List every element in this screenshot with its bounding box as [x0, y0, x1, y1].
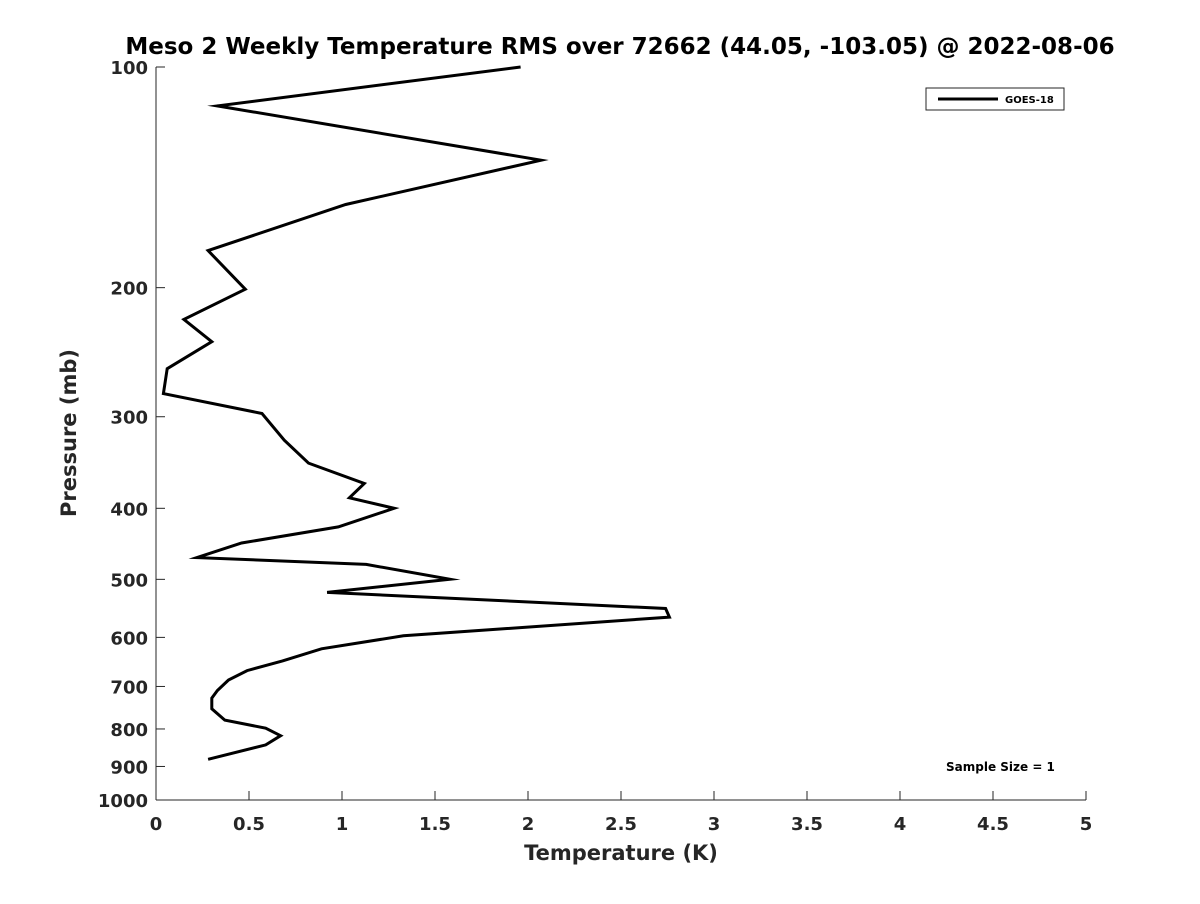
y-tick-label: 500 — [110, 570, 148, 591]
legend-label: GOES-18 — [1005, 95, 1054, 106]
y-tick-label: 300 — [110, 408, 148, 429]
x-tick-label: 0 — [150, 814, 163, 835]
x-ticks: 0 0.5 1 1.5 2 2.5 3 3.5 4 4.5 5 — [150, 791, 1093, 835]
x-tick-label: 4 — [894, 814, 907, 835]
x-tick-label: 3.5 — [791, 814, 823, 835]
axes — [155, 67, 1086, 801]
legend: GOES-18 — [925, 87, 1065, 111]
y-tick-label: 400 — [110, 499, 148, 520]
x-axis-label: Temperature (K) — [524, 841, 718, 865]
x-tick-label: 5 — [1080, 814, 1093, 835]
y-tick-label: 900 — [110, 757, 148, 778]
y-axis-label: Pressure (mb) — [57, 349, 81, 517]
chart-title: Meso 2 Weekly Temperature RMS over 72662… — [125, 34, 1114, 60]
y-tick-label: 700 — [110, 677, 148, 698]
x-tick-label: 4.5 — [977, 814, 1009, 835]
x-tick-label: 0.5 — [233, 814, 265, 835]
series-line-0 — [161, 65, 672, 761]
y-ticks: 100 200 300 400 500 600 700 800 900 1000 — [98, 58, 165, 812]
x-tick-label: 3 — [708, 814, 721, 835]
series-layer — [161, 65, 672, 761]
x-tick-label: 1 — [336, 814, 349, 835]
x-tick-label: 2 — [522, 814, 535, 835]
x-tick-label: 1.5 — [419, 814, 451, 835]
y-tick-label: 1000 — [98, 791, 148, 812]
y-tick-label: 100 — [110, 58, 148, 79]
y-tick-label: 600 — [110, 628, 148, 649]
sample-size-annotation: Sample Size = 1 — [946, 760, 1055, 774]
y-tick-label: 200 — [110, 279, 148, 300]
y-tick-label: 800 — [110, 720, 148, 741]
x-tick-label: 2.5 — [605, 814, 637, 835]
